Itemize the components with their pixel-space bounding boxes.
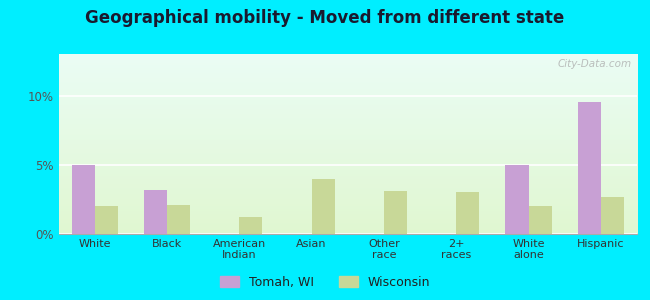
Bar [167, 205, 190, 234]
Bar [239, 218, 263, 234]
Bar [456, 193, 479, 234]
Bar [311, 178, 335, 234]
Legend: Tomah, WI, Wisconsin: Tomah, WI, Wisconsin [215, 271, 435, 294]
Bar [95, 206, 118, 234]
Bar [578, 103, 601, 234]
Bar [506, 165, 528, 234]
Text: Geographical mobility - Moved from different state: Geographical mobility - Moved from diffe… [85, 9, 565, 27]
Bar [601, 196, 624, 234]
Bar [144, 190, 167, 234]
Text: City-Data.com: City-Data.com [557, 59, 631, 69]
Bar [384, 191, 407, 234]
Bar [528, 206, 552, 234]
Bar [72, 165, 95, 234]
